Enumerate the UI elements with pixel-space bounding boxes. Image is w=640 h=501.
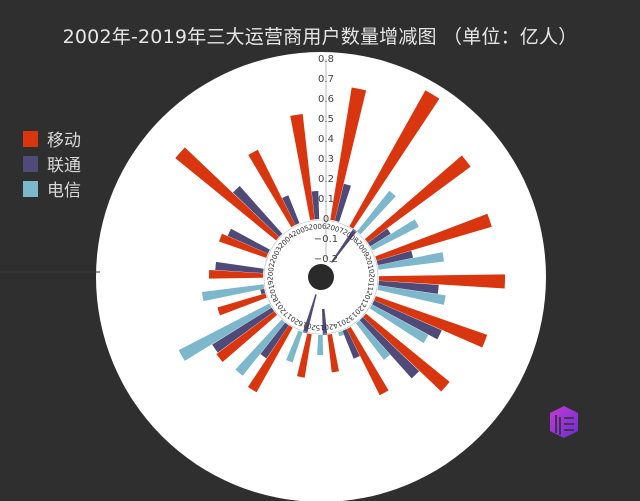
bar-mobile-2008[interactable]: [349, 90, 440, 229]
chart-title: 2002年-2019年三大运营商用户数量增减图 （单位：亿人）: [62, 26, 578, 48]
bar-mobile-2002[interactable]: [209, 269, 264, 279]
bar-unicom-2009[interactable]: [367, 228, 391, 247]
legend-label: 联通: [47, 156, 81, 176]
legend-item-unicom[interactable]: 联通: [23, 151, 81, 176]
legend-swatch-mobile: [23, 130, 38, 147]
radial-tick-label: 0.6: [318, 94, 334, 105]
bar-mobile-2004[interactable]: [175, 147, 279, 241]
bar-mobile-2015[interactable]: [327, 333, 339, 373]
bar-unicom-2014[interactable]: [342, 329, 360, 359]
radial-tick-label: 0.7: [318, 74, 334, 85]
bar-unicom-2012[interactable]: [372, 300, 442, 340]
radial-axis: −0.2 −0.1 0 0.1 0.2 0.3 0.4 0.5 0.6 0.7 0.8: [314, 54, 338, 265]
bar-mobile-2005[interactable]: [248, 149, 296, 228]
bar-unicom-2015[interactable]: [322, 308, 328, 335]
bar-unicom-2002[interactable]: [215, 261, 264, 274]
cube-logo-icon: [550, 406, 578, 438]
bar-unicom-2005[interactable]: [282, 195, 300, 225]
bar-mobile-2013[interactable]: [363, 313, 450, 392]
legend-item-mobile[interactable]: 移动: [23, 126, 81, 151]
bar-mobile-2017[interactable]: [247, 325, 293, 393]
bar-unicom-2007[interactable]: [334, 183, 351, 222]
bar-mobile-2006[interactable]: [290, 114, 315, 221]
bar-telecom-2012[interactable]: [369, 304, 429, 344]
bar-mobile-2014[interactable]: [346, 326, 389, 396]
bar-unicom-2010[interactable]: [376, 250, 414, 266]
category-label: 2015: [315, 322, 333, 331]
bar-mobile-2007[interactable]: [330, 87, 367, 221]
bar-mobile-2018[interactable]: [216, 311, 278, 362]
radial-tick-label: 0.3: [318, 154, 334, 165]
legend: 移动 联通 电信: [23, 126, 81, 201]
bar-unicom-2006[interactable]: [311, 191, 320, 220]
bar-telecom-2008[interactable]: [357, 190, 396, 235]
bar-telecom-2010[interactable]: [377, 252, 445, 270]
bar-telecom-2011[interactable]: [377, 285, 446, 305]
bar-telecom-2018[interactable]: [178, 303, 272, 361]
category-label: 2002: [266, 262, 276, 281]
bar-telecom-2017[interactable]: [235, 319, 285, 376]
bar-unicom-2008[interactable]: [331, 228, 357, 263]
bar-mobile-2010[interactable]: [375, 213, 492, 261]
legend-label: 移动: [47, 131, 81, 151]
bar-mobile-2016[interactable]: [297, 333, 312, 378]
legend-item-telecom[interactable]: 电信: [23, 176, 81, 201]
radial-tick-label: 0.5: [318, 114, 334, 125]
radial-tick-label: 0.4: [318, 134, 334, 145]
legend-swatch-telecom: [23, 180, 38, 197]
bar-telecom-2019[interactable]: [201, 284, 265, 302]
category-ring: [263, 219, 379, 335]
category-label: 2006: [308, 222, 327, 231]
bar-telecom-2013[interactable]: [356, 320, 391, 360]
bar-unicom-2016[interactable]: [302, 294, 317, 334]
bar-mobile-2003[interactable]: [219, 233, 268, 258]
category-label: 2011: [366, 273, 376, 292]
bar-telecom-2015[interactable]: [317, 334, 324, 356]
legend-swatch-unicom: [23, 155, 38, 172]
bars-layer: [175, 87, 505, 396]
bar-unicom-2018[interactable]: [212, 307, 275, 353]
radial-tick-label: 0.8: [318, 54, 334, 65]
bar-telecom-2014[interactable]: [338, 330, 344, 337]
radial-tick-label: 0.2: [318, 174, 334, 185]
bar-unicom-2017[interactable]: [260, 322, 289, 359]
bar-telecom-2016[interactable]: [286, 330, 303, 363]
radial-tick-label: −0.1: [314, 234, 338, 245]
radial-tick-label: −0.2: [314, 254, 338, 265]
bar-unicom-2019[interactable]: [260, 288, 266, 295]
bar-mobile-2009[interactable]: [364, 155, 471, 243]
bar-telecom-2009[interactable]: [370, 219, 419, 251]
radial-tick-label: 0.1: [318, 194, 334, 205]
legend-label: 电信: [47, 181, 81, 201]
radial-tick-label: 0: [323, 214, 329, 225]
bar-mobile-2012[interactable]: [374, 296, 488, 348]
bar-unicom-2003[interactable]: [227, 228, 270, 254]
center-hub: [308, 264, 334, 290]
bar-unicom-2011[interactable]: [378, 280, 439, 294]
bar-unicom-2013[interactable]: [359, 317, 420, 379]
bar-unicom-2004[interactable]: [232, 186, 283, 237]
bar-mobile-2011[interactable]: [378, 274, 505, 289]
bar-mobile-2019[interactable]: [217, 293, 267, 316]
